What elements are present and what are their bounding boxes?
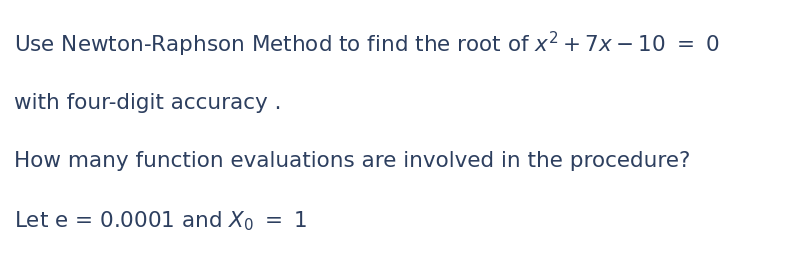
Text: with four-digit accuracy .: with four-digit accuracy .	[14, 93, 282, 113]
Text: Let e = 0.0001 and $X_0\ =\ 1$: Let e = 0.0001 and $X_0\ =\ 1$	[14, 209, 308, 233]
Text: Use Newton-Raphson Method to find the root of $x^2 + 7x - 10\ =\ 0$: Use Newton-Raphson Method to find the ro…	[14, 30, 720, 59]
Text: How many function evaluations are involved in the procedure?: How many function evaluations are involv…	[14, 151, 691, 171]
